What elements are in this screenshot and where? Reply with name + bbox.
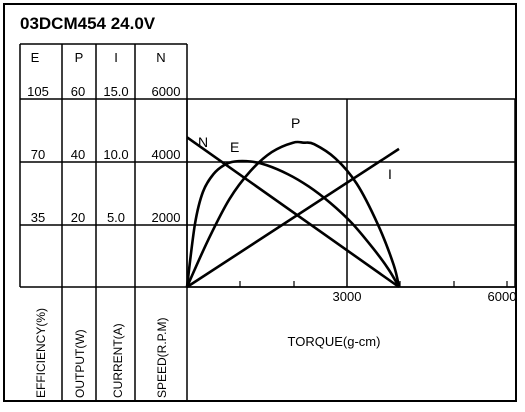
curves <box>185 136 401 289</box>
axis-name-torque: TORQUE(g-cm) <box>288 334 381 349</box>
axis-name-speed: SPEED(R.P.M) <box>155 318 169 398</box>
x-tick-6000: 6000 <box>488 289 517 304</box>
tick-efficiency-105: 105 <box>27 84 49 99</box>
x-minor-ticks <box>239 281 508 287</box>
tick-current-15: 15.0 <box>103 84 128 99</box>
chart-frame <box>3 3 517 402</box>
plot-area-border <box>186 98 516 288</box>
curve-label-output: P <box>291 115 300 131</box>
tick-output-40: 40 <box>71 147 85 162</box>
header-speed: N <box>156 50 165 65</box>
chart-title: 03DCM454 24.0V <box>20 14 156 33</box>
tick-efficiency-70: 70 <box>31 147 45 162</box>
tick-output-20: 20 <box>71 210 85 225</box>
x-tick-3000: 3000 <box>333 289 362 304</box>
tick-speed-4000: 4000 <box>152 147 181 162</box>
tick-speed-2000: 2000 <box>152 210 181 225</box>
curve-label-current: I <box>388 166 392 182</box>
header-output: P <box>75 50 84 65</box>
tick-current-5: 5.0 <box>107 210 125 225</box>
series-speed-line <box>186 136 400 289</box>
header-efficiency: E <box>31 50 40 65</box>
axis-name-current: CURRENT(A) <box>111 323 125 398</box>
series-output-curve <box>185 140 401 288</box>
series-efficiency-curve <box>185 159 401 288</box>
tick-output-60: 60 <box>71 84 85 99</box>
header-current: I <box>114 50 118 65</box>
tick-speed-6000: 6000 <box>152 84 181 99</box>
axis-name-efficiency: EFFICIENCY(%) <box>34 308 48 398</box>
curve-label-speed: N <box>198 134 208 150</box>
tick-current-10: 10.0 <box>103 147 128 162</box>
tick-efficiency-35: 35 <box>31 210 45 225</box>
axis-name-output: OUTPUT(W) <box>73 329 87 398</box>
series-current-line <box>186 147 400 289</box>
curve-label-efficiency: E <box>230 139 239 155</box>
